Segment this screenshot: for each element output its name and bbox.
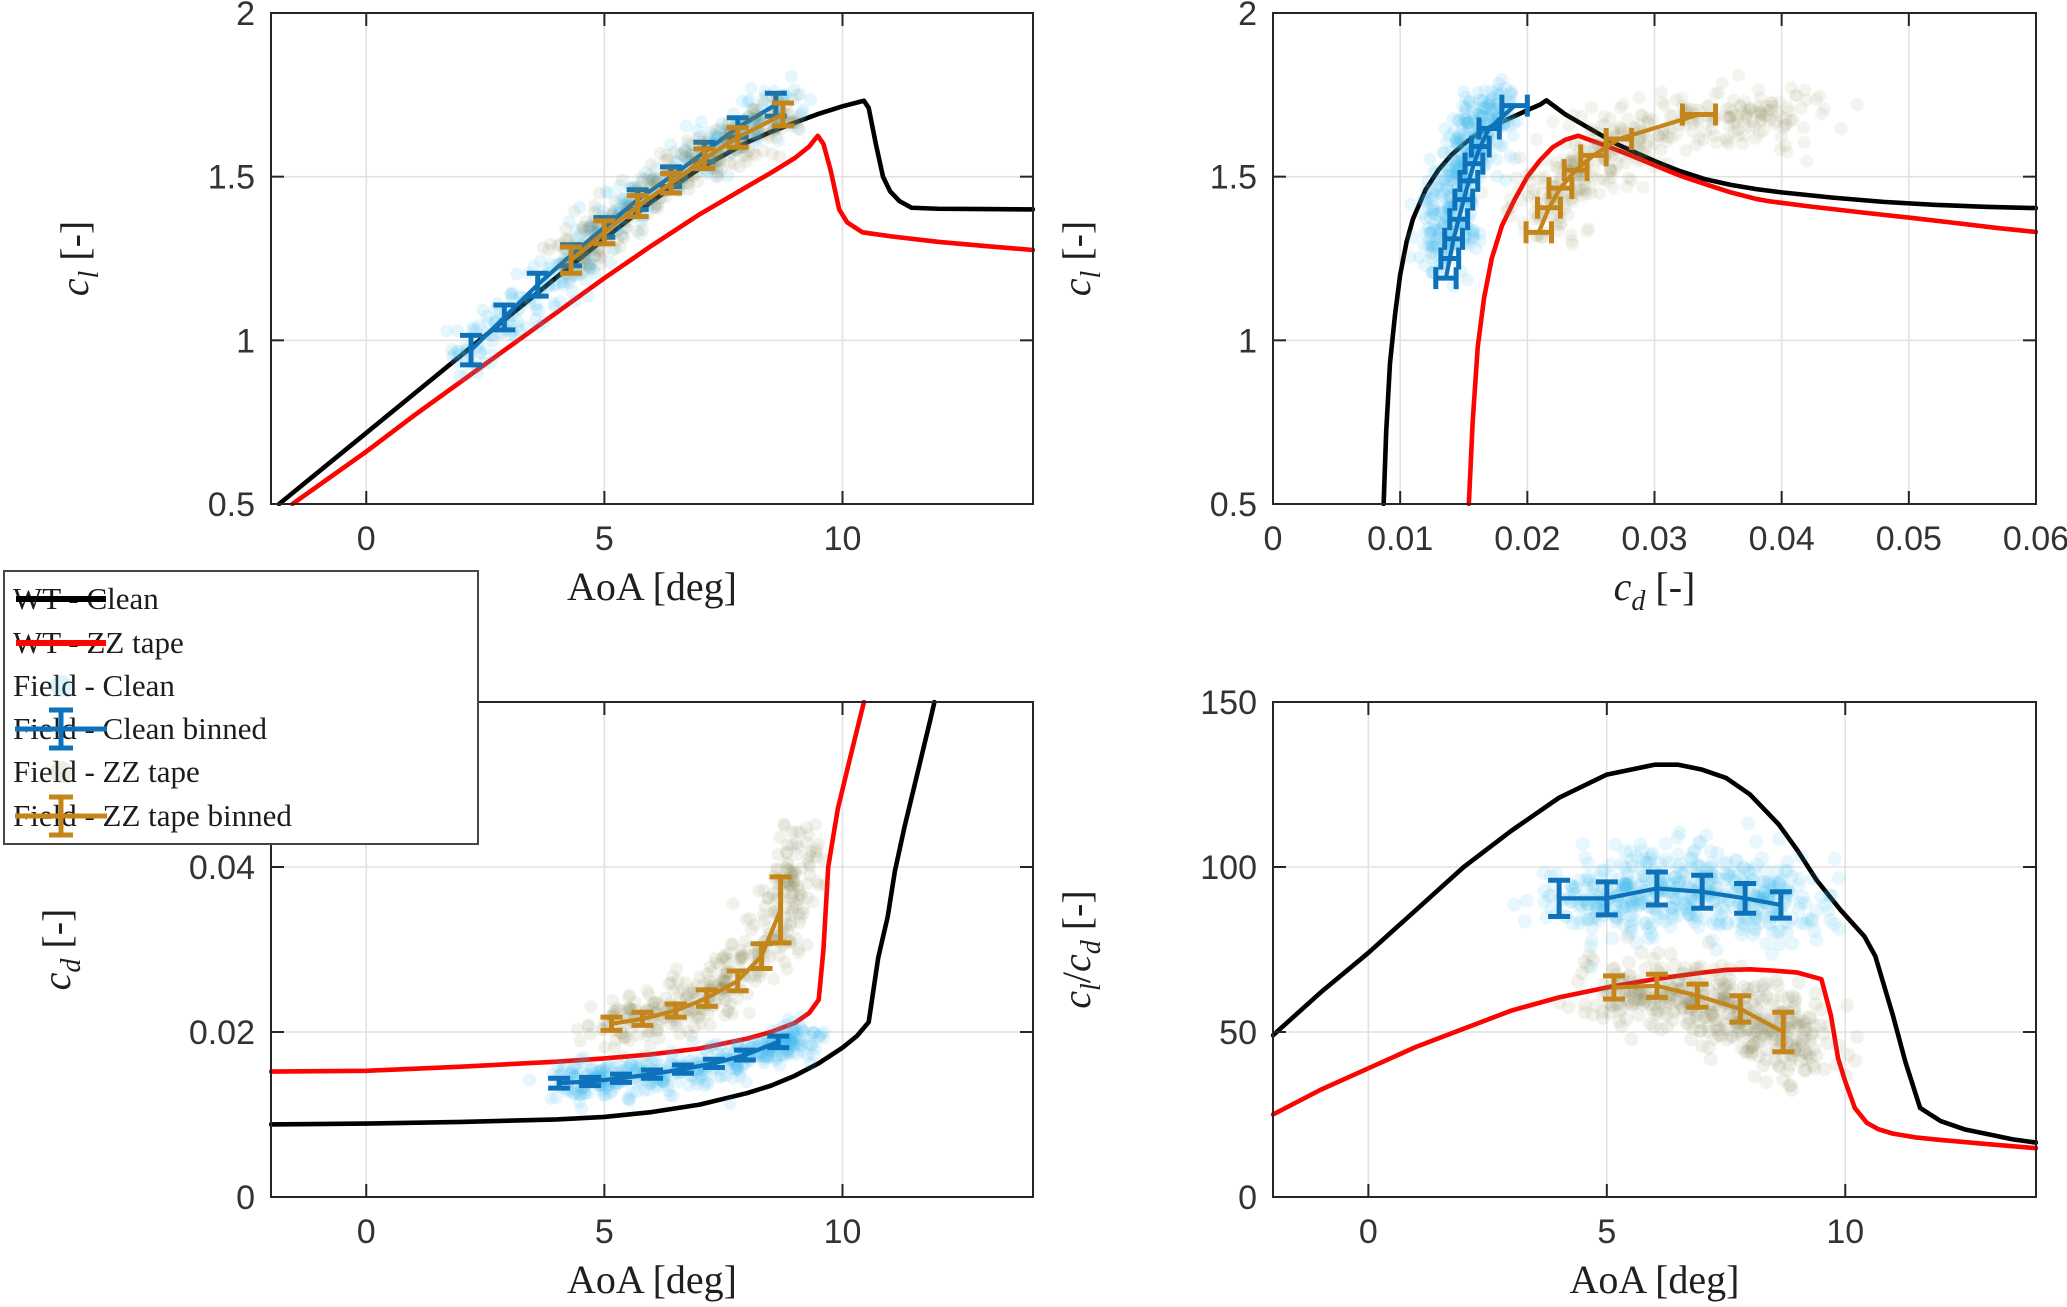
- axes-box: [270, 12, 1034, 505]
- svg-text:AoA [deg]: AoA [deg]: [567, 564, 737, 609]
- legend-marker-blue-errorbar-icon: [15, 707, 107, 751]
- gridlines: [271, 12, 1033, 505]
- binned-errorbar-series: [548, 1033, 790, 1091]
- legend-marker-black-line-icon: [16, 596, 106, 603]
- axes-box: [1272, 701, 2037, 1198]
- curve: [1466, 133, 2038, 506]
- svg-text:cl [-]: cl [-]: [1054, 221, 1107, 297]
- subplot-cl-vs-cd: 0 0.01 0.02 0.03 0.04 0.05 0.06 0.5 1 1.5 2 cd [-] c…: [1054, 0, 2067, 617]
- x-tick-label: 5: [595, 520, 614, 558]
- curve: [290, 133, 1035, 506]
- y-tick-label: 0.04: [189, 849, 255, 887]
- binned-errorbar-series: [600, 874, 792, 1033]
- binned-errorbar-series: [1548, 869, 1792, 921]
- legend-marker-olive-dot-icon: [50, 761, 72, 784]
- subplot-cd-vs-aoa: 0 5 10 0 0.02 0.04 AoA [deg] cd [-]: [34, 700, 1034, 1302]
- legend-marker-blue-dot-icon: [50, 674, 72, 697]
- scatter-cloud: [1552, 930, 1865, 1098]
- curve: [1271, 966, 2038, 1151]
- binned-errorbar-series: [560, 100, 794, 276]
- legend-item-field-zz-tape: Field - ZZ tape: [13, 754, 473, 790]
- series: [269, 700, 937, 1127]
- x-tick-label: 0: [357, 1213, 376, 1251]
- y-tick-label: 150: [1200, 684, 1257, 722]
- svg-text:AoA [deg]: AoA [deg]: [567, 1257, 737, 1302]
- legend-item-field-clean: Field - Clean: [13, 668, 473, 704]
- y-tick-label: 1: [1238, 322, 1257, 360]
- series: [276, 70, 1035, 506]
- y-tick-label: 0: [1238, 1179, 1257, 1217]
- curve: [1271, 762, 2038, 1145]
- x-tick-label: 0.06: [2003, 520, 2067, 558]
- subplot-cl-vs-aoa: 0 5 10 0.5 1 1.5 2 AoA [deg] cl [-]: [52, 0, 1035, 609]
- legend: WT - Clean WT - ZZ tape Field - Clean Fi…: [3, 570, 479, 845]
- curve: [269, 700, 937, 1127]
- x-tick-label: 0.03: [1621, 520, 1687, 558]
- x-tick-label: 0: [1264, 520, 1283, 558]
- x-tick-label: 0.05: [1876, 520, 1942, 558]
- y-tick-label: 2: [236, 0, 255, 33]
- svg-text:cl [-]: cl [-]: [52, 221, 105, 297]
- svg-text:cl/cd [-]: cl/cd [-]: [1054, 890, 1107, 1008]
- svg-text:cd [-]: cd [-]: [1614, 564, 1696, 617]
- y-tick-label: 0: [236, 1179, 255, 1217]
- x-tick-label: 10: [824, 520, 862, 558]
- y-tick-label: 0.5: [208, 486, 255, 524]
- legend-item-field-clean-binned: Field - Clean binned: [13, 707, 473, 751]
- y-tick-label: 100: [1200, 849, 1257, 887]
- x-tick-label: 0: [1359, 1213, 1378, 1251]
- y-tick-label: 1.5: [208, 159, 255, 197]
- tick-labels: 0 0.01 0.02 0.03 0.04 0.05 0.06 0.5 1 1.5 2: [1210, 0, 2067, 558]
- series: [1271, 762, 2038, 1151]
- x-tick-label: 0.01: [1367, 520, 1433, 558]
- curve: [269, 700, 867, 1074]
- y-tick-label: 1.5: [1210, 159, 1257, 197]
- legend-marker-red-line-icon: [16, 639, 106, 646]
- svg-text:cd [-]: cd [-]: [34, 909, 87, 991]
- x-tick-label: 0.04: [1749, 520, 1815, 558]
- axes-box: [1272, 12, 2037, 505]
- scatter-cloud: [1475, 68, 1864, 251]
- legend-item-wt-zz-tape: WT - ZZ tape: [13, 625, 473, 661]
- series: [1381, 68, 2038, 506]
- y-tick-label: 1: [236, 322, 255, 360]
- y-tick-label: 0.02: [189, 1014, 255, 1052]
- curve: [1381, 98, 2038, 506]
- binned-errorbar-series: [1523, 103, 1719, 244]
- x-tick-label: 5: [1597, 1213, 1616, 1251]
- binned-errorbar-series: [1602, 971, 1795, 1055]
- x-tick-label: 10: [824, 1213, 862, 1251]
- legend-label-field-zz-tape: Field - ZZ tape: [13, 754, 200, 790]
- legend-label-field-clean: Field - Clean: [13, 667, 175, 703]
- x-tick-label: 5: [595, 1213, 614, 1251]
- x-tick-label: 0: [357, 520, 376, 558]
- svg-text:AoA [deg]: AoA [deg]: [1570, 1257, 1740, 1302]
- legend-marker-gold-errorbar-icon: [15, 794, 107, 838]
- x-tick-label: 0.02: [1494, 520, 1560, 558]
- binned-errorbar-series: [1433, 94, 1530, 290]
- tick-labels: 0 5 10 0.5 1 1.5 2: [208, 0, 862, 558]
- y-tick-label: 0.5: [1210, 486, 1257, 524]
- legend-item-wt-clean: WT - Clean: [13, 581, 473, 617]
- tick-labels: 0 5 10 0 0.02 0.04: [189, 849, 862, 1251]
- x-tick-label: 10: [1826, 1213, 1864, 1251]
- y-tick-label: 50: [1219, 1014, 1257, 1052]
- y-tick-label: 2: [1238, 0, 1257, 33]
- legend-item-field-zz-tape-binned: Field - ZZ tape binned: [13, 794, 473, 838]
